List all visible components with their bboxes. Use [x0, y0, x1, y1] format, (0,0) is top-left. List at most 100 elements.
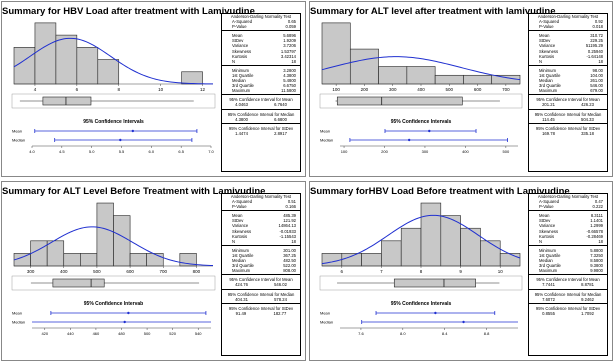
- ci-tick-label: 420: [41, 331, 48, 336]
- stat-value: 18: [598, 58, 603, 64]
- ci-median-label: Median: [12, 138, 25, 143]
- ci-lower: 201.21: [542, 102, 555, 108]
- ci-tick-label: 400: [462, 149, 469, 154]
- ci-lower: 169.78: [542, 130, 555, 136]
- ci-tick-label: 540: [195, 331, 202, 336]
- histogram-bar: [349, 48, 379, 85]
- stat-row: P-Value 0.166: [222, 204, 300, 209]
- stat-label: Variance: [232, 43, 249, 49]
- stat-value: 5.6896: [283, 33, 296, 39]
- ci-values: 1.4474 2.8917: [222, 131, 300, 136]
- ci-median-label: Median: [12, 320, 25, 325]
- stat-value: 482.50: [283, 258, 296, 264]
- stat-value: -1.15543: [279, 233, 296, 239]
- stats-divider: [222, 108, 300, 111]
- x-tick-label: 4: [34, 87, 37, 92]
- histogram-bar: [381, 240, 402, 267]
- stat-value: 5.4800: [283, 78, 296, 84]
- alt-before-summary-panel: Summary for ALT Level Before Treatment w…: [1, 181, 306, 361]
- stat-label: N: [539, 238, 543, 244]
- stat-row: Minimum 301.00: [222, 248, 300, 253]
- stat-value: 18: [291, 238, 296, 244]
- stat-label: Skewness: [232, 228, 252, 234]
- ci-upper: 1.7092: [581, 310, 594, 316]
- stat-row: Minimum 98.00: [529, 68, 607, 73]
- normal-fit-curve: [13, 37, 214, 85]
- stat-value: 0.51: [287, 199, 296, 205]
- histogram-bar: [97, 59, 120, 85]
- ci-tick-label: 480: [118, 331, 125, 336]
- histogram-bar: [341, 253, 362, 267]
- stat-label: A-Squared: [539, 19, 560, 25]
- stat-value: 6.6750: [283, 83, 296, 89]
- histogram-bar: [480, 240, 501, 267]
- ci-tick-label: 5.0: [89, 149, 95, 154]
- stat-label: Kurtosis: [232, 53, 248, 59]
- ci-mean-point: [127, 311, 130, 315]
- stat-value: 1.1401: [590, 218, 603, 224]
- stat-value: 0.25940: [587, 48, 603, 54]
- normality-test-title: Anderson-Darling Normality Test: [230, 14, 292, 19]
- stat-value: 11.5800: [281, 88, 296, 94]
- ci-tick-label: 440: [67, 331, 74, 336]
- histogram-bar: [146, 253, 164, 267]
- stat-row: Mean 485.39: [222, 213, 300, 218]
- ci-values: 201.21 426.23: [529, 102, 607, 107]
- stats-box: Anderson-Darling Normality Test A-Squared…: [221, 13, 301, 172]
- stat-label: N: [232, 238, 236, 244]
- stat-label: Skewness: [539, 48, 559, 54]
- stat-label: P-Value: [232, 204, 247, 210]
- stat-row: 1st Quartile 7.3250: [529, 253, 607, 258]
- stat-label: Minimum: [232, 247, 249, 253]
- ci-mean-point: [131, 129, 135, 133]
- stat-label: Kurtosis: [232, 233, 248, 239]
- ci-upper: 6.6800: [274, 116, 287, 122]
- stat-row: StDev 229.25: [529, 38, 607, 43]
- stat-row: Variance 3.7206: [222, 43, 300, 48]
- stat-label: Median: [232, 258, 246, 264]
- stat-row: N 18: [222, 59, 300, 64]
- stat-value: 522.00: [283, 263, 296, 269]
- ci-mean-label: Mean: [320, 311, 330, 316]
- stats-divider: [529, 210, 607, 212]
- stat-value: 8.5800: [590, 258, 603, 264]
- x-tick-label: 500: [93, 269, 101, 274]
- stat-value: 0.47: [594, 199, 603, 205]
- ci-plot-title: 95% Confidence Intervals: [391, 119, 452, 125]
- stat-label: Minimum: [539, 67, 556, 73]
- stat-label: 3rd Quartile: [539, 263, 561, 269]
- stat-label: Median: [539, 78, 553, 84]
- stat-row: 1st Quartile 367.25: [222, 253, 300, 258]
- stat-value: 1.2999: [590, 223, 603, 229]
- ci-label: 95% Confidence Interval for Median: [227, 291, 295, 297]
- normal-fit-curve: [321, 56, 521, 81]
- stat-row: 1st Quartile 104.00: [529, 73, 607, 78]
- stat-row: N 18: [222, 239, 300, 244]
- stat-label: Maximum: [539, 88, 558, 94]
- hbv-after-summary-panel: Summary for HBV Load after treatment wit…: [1, 1, 306, 177]
- boxplot-box: [393, 278, 476, 288]
- histogram-bar: [30, 240, 48, 267]
- stat-value: 0.166: [285, 204, 296, 210]
- ci-tick-label: 200: [381, 149, 388, 154]
- stat-row: Skewness -0.01933: [222, 229, 300, 234]
- ci-lower: 4.3800: [235, 116, 248, 122]
- x-tick-label: 300: [389, 87, 397, 92]
- stat-row: 1st Quartile 4.3800: [222, 73, 300, 78]
- histogram-bar: [499, 253, 521, 267]
- stat-value: -0.01933: [279, 228, 296, 234]
- histogram-bar: [406, 66, 436, 85]
- ci-median-label: Median: [320, 320, 333, 325]
- ci-tick-label: 7.0: [208, 149, 214, 154]
- chart-title: Summary for ALT Level Before Treatment w…: [2, 186, 266, 197]
- stat-value: 1.9209: [283, 38, 296, 44]
- histogram-bar: [63, 253, 81, 267]
- normality-test-title: Anderson-Darling Normality Test: [230, 194, 292, 199]
- stat-value: 7.3250: [590, 252, 603, 258]
- ci-lower: 4.0463: [235, 102, 248, 108]
- stat-row: Maximum 808.00: [222, 268, 300, 273]
- histogram-bar: [34, 22, 57, 85]
- stat-label: N: [232, 58, 236, 64]
- boxplot-box: [336, 96, 463, 106]
- stats-divider: [222, 30, 300, 32]
